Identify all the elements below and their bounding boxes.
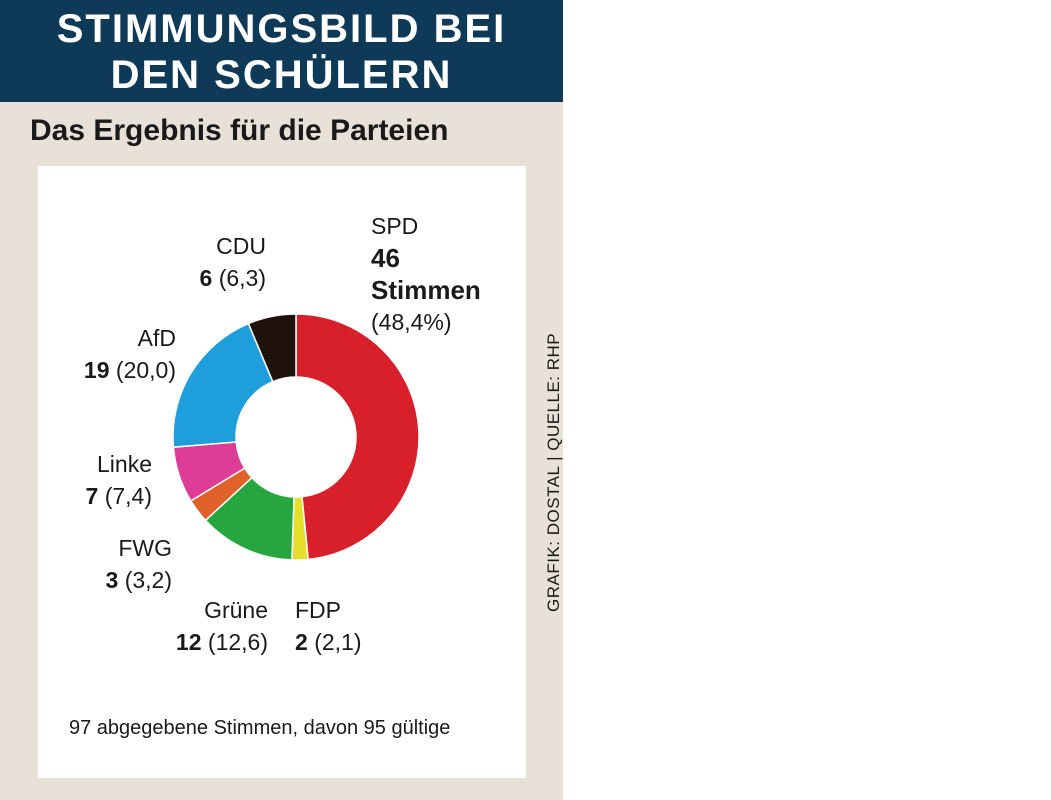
chart-subtitle: Das Ergebnis für die Parteien xyxy=(30,114,449,147)
label-fdp: FDP 2 (2,1) xyxy=(295,594,361,658)
infographic: STIMMUNGSBILD BEI DEN SCHÜLERN Das Ergeb… xyxy=(0,0,563,800)
label-fwg-pct: (3,2) xyxy=(124,567,172,593)
headline-line-2: DEN SCHÜLERN xyxy=(110,53,453,97)
label-afd: AfD 19 (20,0) xyxy=(84,322,176,386)
slice-afd xyxy=(172,322,274,448)
label-linke-name: Linke xyxy=(97,451,152,477)
label-cdu-value: 6 xyxy=(199,265,213,291)
chart-panel xyxy=(38,166,526,778)
label-fdp-name: FDP xyxy=(295,597,341,623)
label-spd-value: 46 xyxy=(371,243,400,273)
footnote: 97 abgegebene Stimmen, davon 95 gültige xyxy=(69,717,451,739)
label-spd-pct: (48,4%) xyxy=(371,309,452,335)
slice-cdu xyxy=(247,313,297,383)
label-gruene: Grüne 12 (12,6) xyxy=(176,594,268,658)
label-linke: Linke 7 (7,4) xyxy=(86,448,152,512)
label-spd: SPD 46 Stimmen (48,4%) xyxy=(371,210,481,338)
label-fwg: FWG 3 (3,2) xyxy=(106,532,172,596)
slice-spd xyxy=(295,313,420,561)
label-gruene-name: Grüne xyxy=(204,597,268,623)
headline-banner: STIMMUNGSBILD BEI DEN SCHÜLERN xyxy=(0,0,563,102)
label-fdp-pct: (2,1) xyxy=(314,629,362,655)
label-afd-value: 19 xyxy=(83,357,110,383)
label-gruene-pct: (12,6) xyxy=(207,629,268,655)
label-gruene-value: 12 xyxy=(175,629,202,655)
donut-chart xyxy=(172,313,420,561)
label-linke-pct: (7,4) xyxy=(104,483,152,509)
label-cdu-name: CDU xyxy=(216,233,266,259)
label-cdu: CDU 6 (6,3) xyxy=(200,230,266,294)
label-afd-name: AfD xyxy=(137,325,176,351)
label-fwg-value: 3 xyxy=(105,567,119,593)
label-fwg-name: FWG xyxy=(118,535,172,561)
label-spd-unit: Stimmen xyxy=(371,275,481,305)
headline-line-1: STIMMUNGSBILD BEI xyxy=(56,7,507,51)
label-cdu-pct: (6,3) xyxy=(218,265,266,291)
label-linke-value: 7 xyxy=(85,483,99,509)
label-spd-name: SPD xyxy=(371,213,419,239)
label-fdp-value: 2 xyxy=(295,629,308,655)
label-afd-pct: (20,0) xyxy=(115,357,176,383)
